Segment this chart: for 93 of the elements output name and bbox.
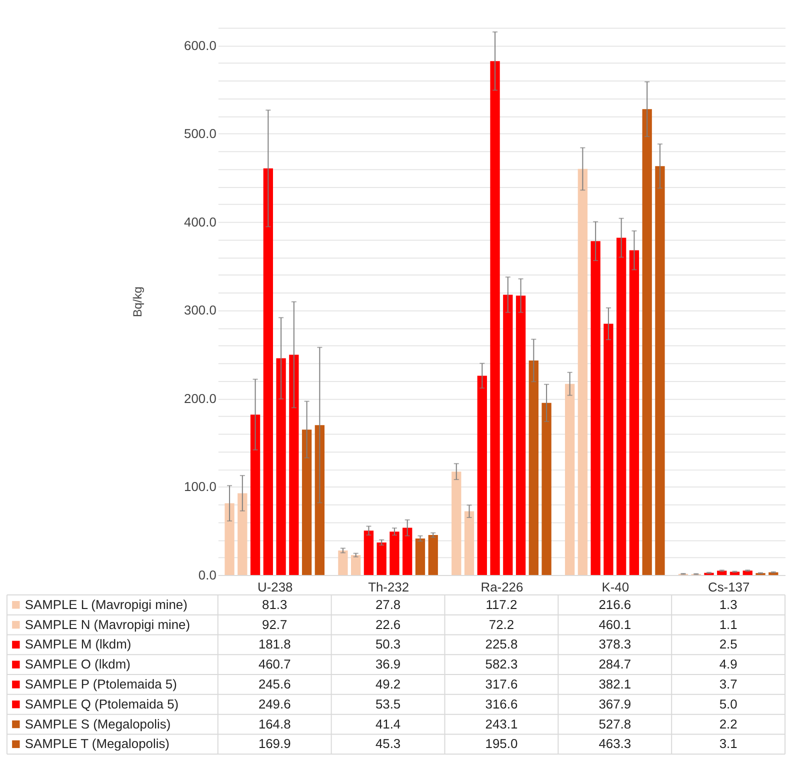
bar [477,376,487,576]
bar [503,294,513,576]
data-label: 460.7 [258,656,291,672]
bar [464,511,474,576]
y-axis-title: Bq/kg [130,286,144,318]
legend-label: SAMPLE O (lkdm) [24,656,130,672]
data-label: 5.0 [719,696,738,712]
bar [578,168,588,576]
data-label: 463.3 [598,736,632,752]
data-label: 49.2 [375,676,401,692]
data-label: 181.8 [258,636,291,652]
bar [402,528,412,576]
bar [276,358,286,576]
y-tick-label: 500.0 [184,126,216,142]
legend-label: SAMPLE Q (Ptolemaida 5) [24,696,179,712]
bar [415,538,426,576]
data-label: 169.9 [258,736,291,752]
bar [542,402,552,576]
data-label: 22.6 [375,616,401,632]
data-label: 2.5 [719,636,738,652]
bar [604,324,614,576]
legend-label: SAMPLE S (Megalopolis) [24,716,171,732]
bar [263,168,273,576]
data-label: 81.3 [262,596,288,612]
data-label: 460.1 [598,616,632,632]
bar [314,425,325,576]
y-tick-label: 0.0 [198,568,216,583]
bar [428,535,438,576]
bar [452,472,462,576]
data-label: 317.6 [485,676,518,692]
bar [376,542,386,576]
legend-label: SAMPLE T (Megalopolis) [24,736,170,752]
legend-label: SAMPLE L (Mavropigi mine) [24,596,188,612]
data-label: 382.1 [598,676,632,692]
y-tick-label: 200.0 [184,390,216,406]
y-tick-label: 100.0 [184,479,216,494]
bar [655,166,665,576]
bar [289,354,299,576]
bar [642,109,652,576]
data-label: 243.1 [485,716,518,732]
data-label: 378.3 [598,636,632,652]
data-label: 27.8 [375,596,401,612]
bar [564,384,575,576]
bar [590,241,600,576]
data-label: 50.3 [375,636,401,652]
legend-label: SAMPLE N (Mavropigi mine) [24,616,190,632]
bar [364,530,374,576]
data-label: 2.2 [719,716,738,732]
x-tick-label: Ra-226 [480,579,524,594]
data-label: 316.6 [485,696,518,712]
bar [302,430,312,576]
bar [238,493,248,576]
data-label: 72.2 [488,616,514,632]
bar [224,503,234,576]
legend-label: SAMPLE M (lkdm) [24,636,132,652]
bar [351,555,361,576]
data-label: 53.5 [375,696,401,712]
data-label: 1.3 [719,596,738,612]
bar [490,61,500,576]
data-label: 367.9 [598,696,632,712]
data-label: 582.3 [485,656,518,672]
data-label: 249.6 [258,696,291,712]
bar [390,532,400,576]
x-tick-label: U-238 [258,579,293,594]
bar [338,550,348,576]
data-label: 36.9 [375,656,401,672]
legend-label: SAMPLE P (Ptolemaida 5) [24,676,177,692]
bar [516,296,526,576]
bar [616,238,626,576]
y-tick-label: 600.0 [184,38,216,53]
data-label: 45.3 [375,736,401,752]
x-tick-label: Th-232 [368,579,410,594]
bar [629,250,640,576]
data-label: 284.7 [598,656,632,672]
data-label: 3.7 [719,676,738,692]
data-label: 4.9 [719,656,738,672]
data-label: 225.8 [485,636,518,652]
data-label: 41.4 [375,716,401,732]
y-tick-label: 400.0 [184,214,216,230]
data-label: 245.6 [258,676,291,692]
data-label: 1.1 [719,616,738,632]
data-label: 527.8 [598,716,632,732]
data-label: 164.8 [258,716,291,732]
data-label: 117.2 [486,596,518,612]
data-label: 3.1 [719,736,738,752]
x-tick-label: Cs-137 [708,579,750,594]
data-label: 216.6 [598,596,632,612]
bar [528,360,538,576]
y-tick-label: 300.0 [184,302,216,318]
data-label: 92.7 [262,616,288,632]
data-label: 195.0 [485,736,518,752]
bar [250,414,260,576]
x-tick-label: K-40 [602,579,630,594]
